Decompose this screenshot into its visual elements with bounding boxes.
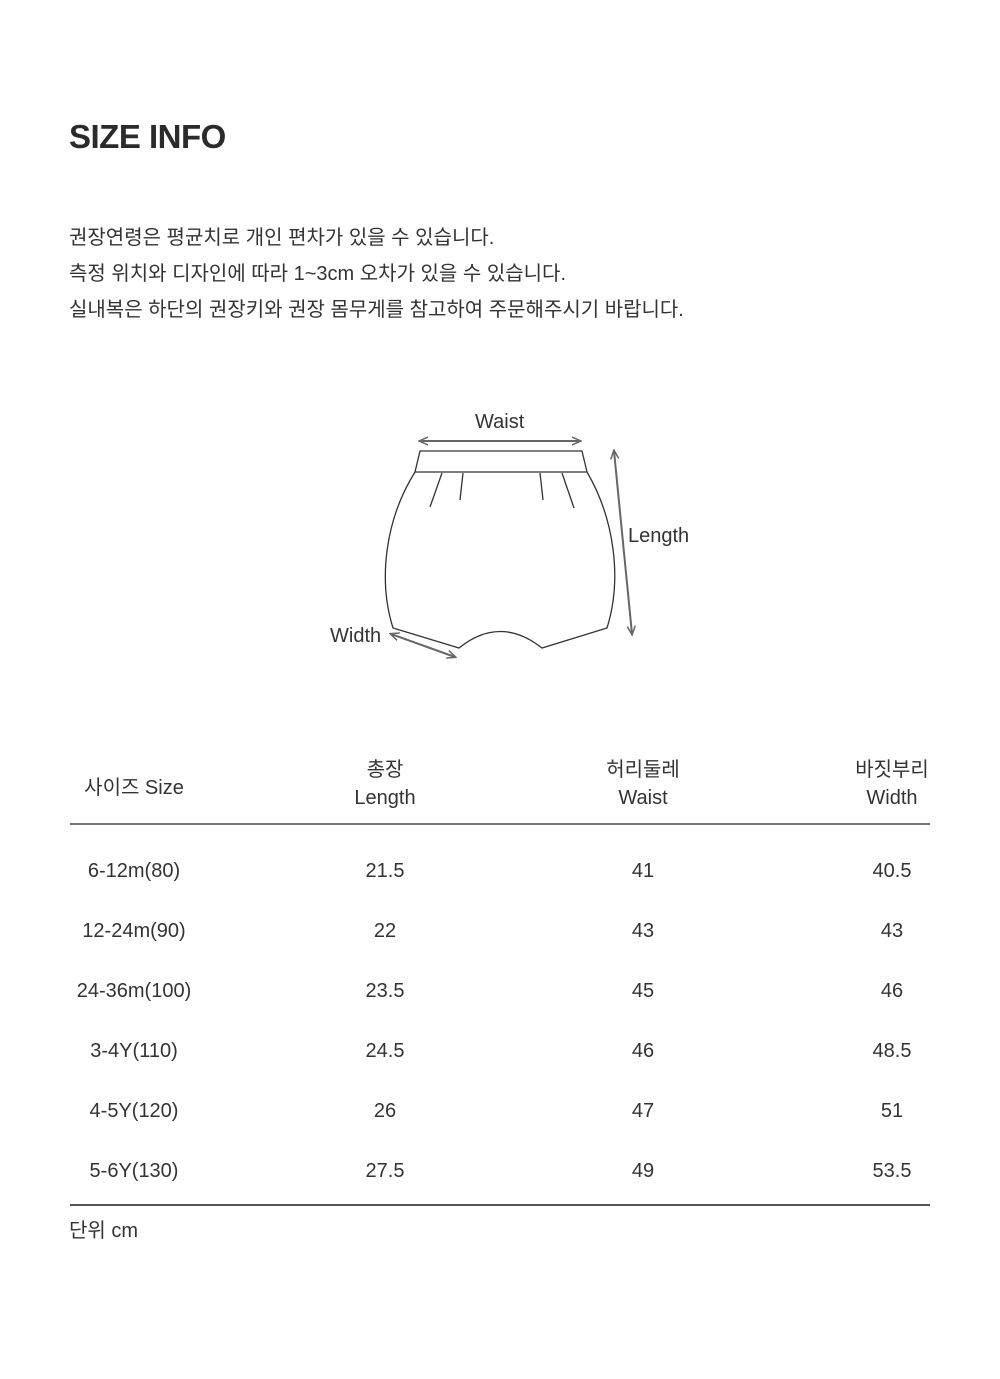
table-cell: 3-4Y(110) — [90, 1040, 178, 1062]
header-en: Width — [866, 787, 918, 809]
table-bottom-divider — [70, 1204, 930, 1206]
table-cell: 46 — [880, 980, 904, 1002]
table-cell: 48.5 — [872, 1040, 912, 1062]
header-en: Length — [354, 787, 416, 809]
table-cell: 4-5Y(120) — [89, 1100, 179, 1122]
header-en: Waist — [618, 787, 668, 809]
notes: 권장연령은 평균치로 개인 편차가 있을 수 있습니다. 측정 위치와 디자인에… — [69, 220, 684, 328]
table-cell: 6-12m(80) — [87, 860, 181, 882]
header-width: 바짓부리 Width — [855, 756, 929, 812]
table-row: 6-12m(80) 21.5 41 40.5 — [0, 857, 1000, 887]
table-cell: 40.5 — [872, 860, 912, 882]
table-row: 3-4Y(110) 24.5 46 48.5 — [0, 1037, 1000, 1067]
note-line: 측정 위치와 디자인에 따라 1~3cm 오차가 있을 수 있습니다. — [69, 263, 566, 285]
table-row: 5-6Y(130) 27.5 49 53.5 — [0, 1157, 1000, 1187]
width-arrow — [391, 634, 455, 657]
pleat — [561, 472, 575, 509]
page-title: SIZE INFO — [69, 118, 226, 155]
table-cell: 46 — [631, 1040, 655, 1062]
table-cell: 27.5 — [365, 1160, 405, 1182]
table-cell: 41 — [631, 860, 655, 882]
table-cell: 43 — [880, 920, 904, 942]
note-line: 권장연령은 평균치로 개인 편차가 있을 수 있습니다. — [69, 227, 495, 249]
table-cell: 22 — [373, 920, 397, 942]
table-cell: 47 — [631, 1100, 655, 1122]
table-row: 12-24m(90) 22 43 43 — [0, 917, 1000, 947]
header-ko: 바짓부리 — [855, 759, 929, 781]
length-label: Length — [628, 525, 690, 547]
table-cell: 51 — [880, 1100, 904, 1122]
table-cell: 12-24m(90) — [82, 920, 186, 942]
table-cell: 21.5 — [365, 860, 405, 882]
pleat — [429, 472, 443, 508]
header-ko: 총장 — [366, 759, 404, 781]
table-cell: 23.5 — [365, 980, 405, 1002]
table-cell: 24-36m(100) — [76, 980, 192, 1002]
header-length: 총장 Length — [354, 756, 415, 812]
table-cell: 49 — [631, 1160, 655, 1182]
table-cell: 26 — [373, 1100, 397, 1122]
table-cell: 24.5 — [365, 1040, 405, 1062]
pleat — [539, 472, 544, 501]
length-arrow — [614, 451, 632, 634]
header-size: 사이즈 Size — [84, 777, 184, 799]
shorts-diagram — [384, 0, 1000, 700]
unit-note: 단위 cm — [69, 1220, 139, 1242]
table-cell: 53.5 — [872, 1160, 912, 1182]
header-ko: 허리둘레 — [606, 759, 680, 781]
table-row: 24-36m(100) 23.5 45 46 — [0, 977, 1000, 1007]
header-divider — [70, 823, 930, 825]
table-cell: 45 — [631, 980, 655, 1002]
table-cell: 43 — [631, 920, 655, 942]
note-line: 실내복은 하단의 권장키와 권장 몸무게를 참고하여 주문해주시기 바랍니다. — [69, 299, 684, 321]
pleat — [459, 472, 464, 501]
shorts-body — [384, 471, 616, 649]
waistband — [414, 450, 588, 473]
waist-label: Waist — [475, 411, 525, 433]
table-cell: 5-6Y(130) — [89, 1160, 179, 1182]
width-label: Width — [330, 625, 382, 647]
header-waist: 허리둘레 Waist — [606, 756, 680, 812]
table-row: 4-5Y(120) 26 47 51 — [0, 1097, 1000, 1127]
